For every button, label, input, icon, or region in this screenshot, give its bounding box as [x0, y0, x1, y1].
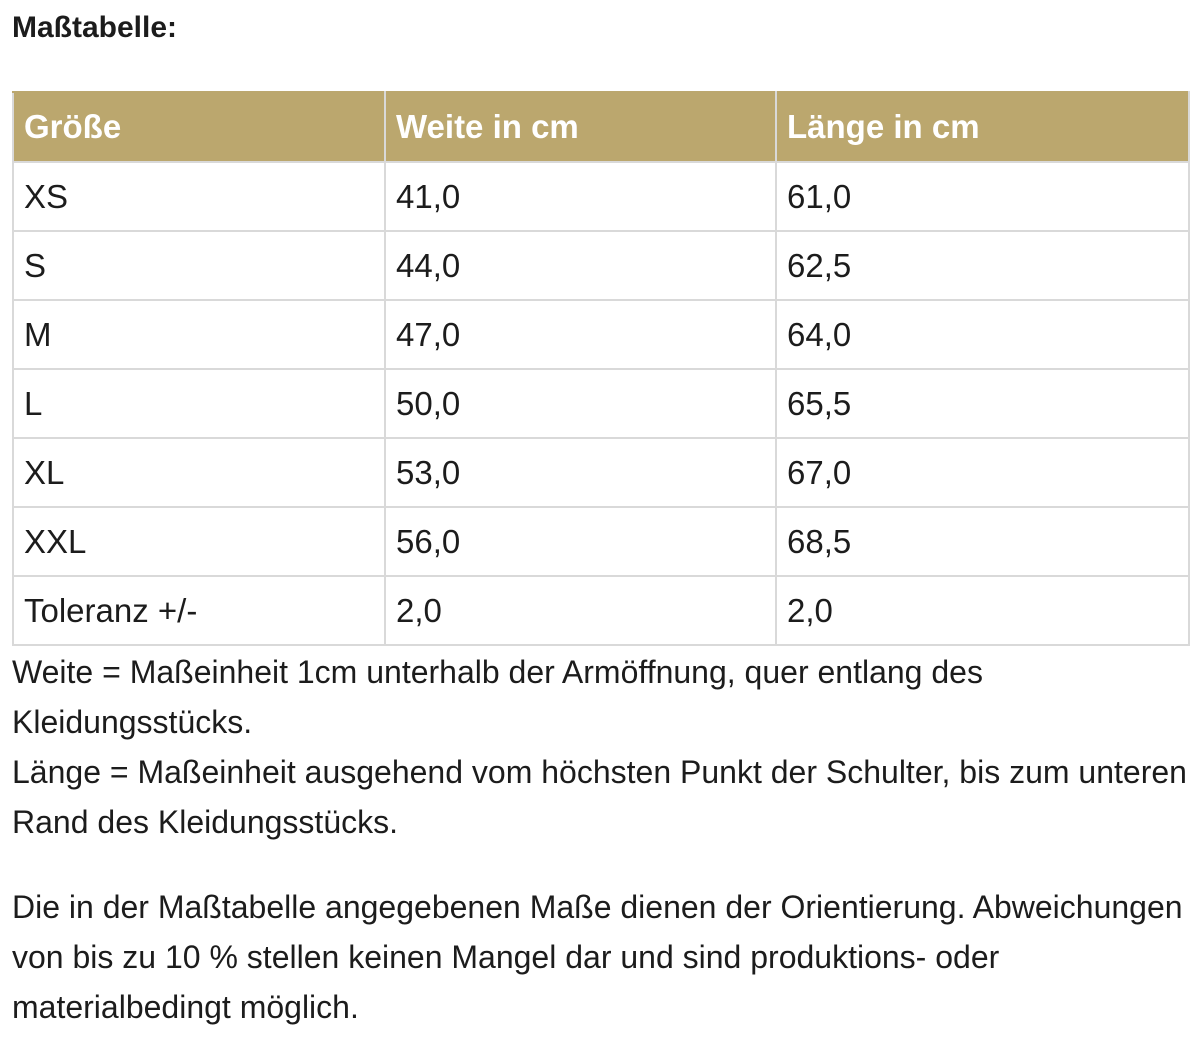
length-definition: Länge = Maßeinheit ausgehend vom höchste… [12, 754, 1187, 840]
width-cell: 44,0 [384, 230, 777, 301]
table-row: XXL 56,0 68,5 [12, 506, 1190, 577]
width-cell: 2,0 [384, 575, 777, 646]
length-cell: 65,5 [775, 368, 1190, 439]
length-cell: 62,5 [775, 230, 1190, 301]
width-cell: 47,0 [384, 299, 777, 370]
column-header-length: Länge in cm [775, 91, 1190, 163]
measurement-notes: Weite = Maßeinheit 1cm unterhalb der Arm… [12, 647, 1188, 1032]
width-cell: 56,0 [384, 506, 777, 577]
width-cell: 50,0 [384, 368, 777, 439]
length-cell: 68,5 [775, 506, 1190, 577]
width-definition: Weite = Maßeinheit 1cm unterhalb der Arm… [12, 654, 983, 740]
page-title: Maßtabelle: [12, 11, 178, 44]
paragraph-spacer [12, 847, 1188, 882]
size-cell: XS [12, 161, 386, 232]
table-row-tolerance: Toleranz +/- 2,0 2,0 [12, 575, 1190, 646]
disclaimer-text: Die in der Maßtabelle angegebenen Maße d… [12, 889, 1183, 1025]
size-table: Größe Weite in cm Länge in cm XS 41,0 61… [12, 91, 1190, 646]
table-row: XL 53,0 67,0 [12, 437, 1190, 508]
size-cell: L [12, 368, 386, 439]
size-cell: Toleranz +/- [12, 575, 386, 646]
table-row: M 47,0 64,0 [12, 299, 1190, 370]
length-cell: 67,0 [775, 437, 1190, 508]
column-header-size: Größe [12, 91, 386, 163]
width-cell: 41,0 [384, 161, 777, 232]
length-cell: 61,0 [775, 161, 1190, 232]
size-cell: XXL [12, 506, 386, 577]
length-cell: 2,0 [775, 575, 1190, 646]
column-header-width: Weite in cm [384, 91, 777, 163]
width-cell: 53,0 [384, 437, 777, 508]
table-row: S 44,0 62,5 [12, 230, 1190, 301]
table-row: XS 41,0 61,0 [12, 161, 1190, 232]
size-cell: S [12, 230, 386, 301]
table-header-row: Größe Weite in cm Länge in cm [12, 91, 1190, 163]
size-cell: XL [12, 437, 386, 508]
table-row: L 50,0 65,5 [12, 368, 1190, 439]
length-cell: 64,0 [775, 299, 1190, 370]
size-cell: M [12, 299, 386, 370]
